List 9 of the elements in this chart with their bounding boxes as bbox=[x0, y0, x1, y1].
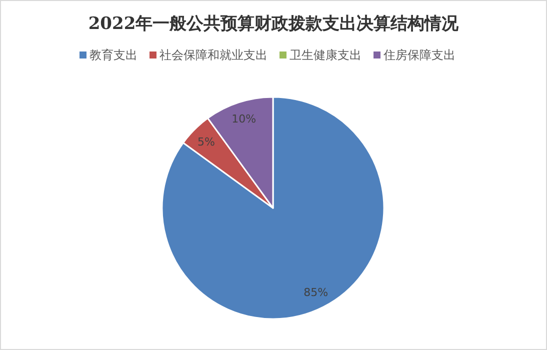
legend-label: 教育支出 bbox=[90, 48, 138, 62]
pie-slice bbox=[161, 96, 385, 320]
chart-title: 2022年一般公共预算财政拨款支出决算结构情况 bbox=[88, 14, 460, 34]
legend-label: 卫生健康支出 bbox=[290, 48, 362, 62]
legend-label: 社会保障和就业支出 bbox=[160, 48, 268, 62]
data-label: 85% bbox=[304, 286, 328, 300]
legend-label: 住房保障支出 bbox=[382, 48, 456, 62]
data-label: 10% bbox=[232, 112, 256, 126]
data-label: 5% bbox=[198, 135, 216, 148]
